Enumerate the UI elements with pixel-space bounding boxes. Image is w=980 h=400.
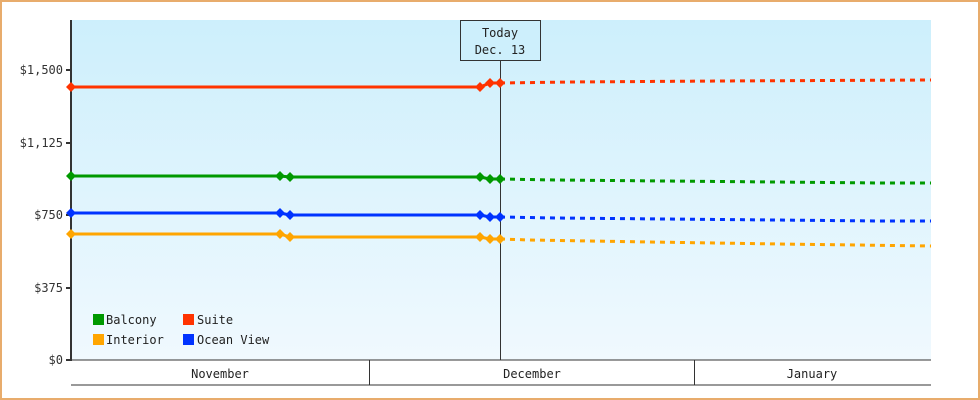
y-tick-label: $1,500 <box>20 63 63 77</box>
today-label: Today <box>482 26 518 40</box>
legend-item-ocean-view[interactable]: Ocean View <box>183 333 270 347</box>
series-interior <box>66 229 932 248</box>
legend-item-suite[interactable]: Suite <box>183 313 233 327</box>
month-band: November December January <box>71 360 931 386</box>
balcony-swatch-icon <box>93 314 104 325</box>
month-label-november: November <box>191 367 249 381</box>
series-suite <box>66 78 932 92</box>
series-ocean-view <box>66 208 931 223</box>
y-tick-label: $750 <box>34 208 63 222</box>
today-marker: Today Dec. 13 <box>460 20 541 61</box>
y-tick-label: $1,125 <box>20 136 63 150</box>
month-label-january: January <box>787 367 838 381</box>
legend: Balcony Suite Interior Ocean View <box>93 313 270 347</box>
legend-label: Interior <box>106 333 164 347</box>
ocean-view-swatch-icon <box>183 334 194 345</box>
y-tick-label: $375 <box>34 281 63 295</box>
suite-swatch-icon <box>183 314 194 325</box>
legend-item-balcony[interactable]: Balcony <box>93 313 157 327</box>
today-date: Dec. 13 <box>475 43 526 57</box>
legend-item-interior[interactable]: Interior <box>93 333 164 347</box>
month-label-december: December <box>503 367 561 381</box>
y-tick-label: $0 <box>49 353 63 367</box>
legend-label: Balcony <box>106 313 157 327</box>
interior-swatch-icon <box>93 334 104 345</box>
legend-label: Suite <box>197 313 233 327</box>
y-ticks: $1,500 $1,125 $750 $375 $0 <box>20 63 71 367</box>
series-balcony <box>66 171 931 185</box>
legend-label: Ocean View <box>197 333 270 347</box>
